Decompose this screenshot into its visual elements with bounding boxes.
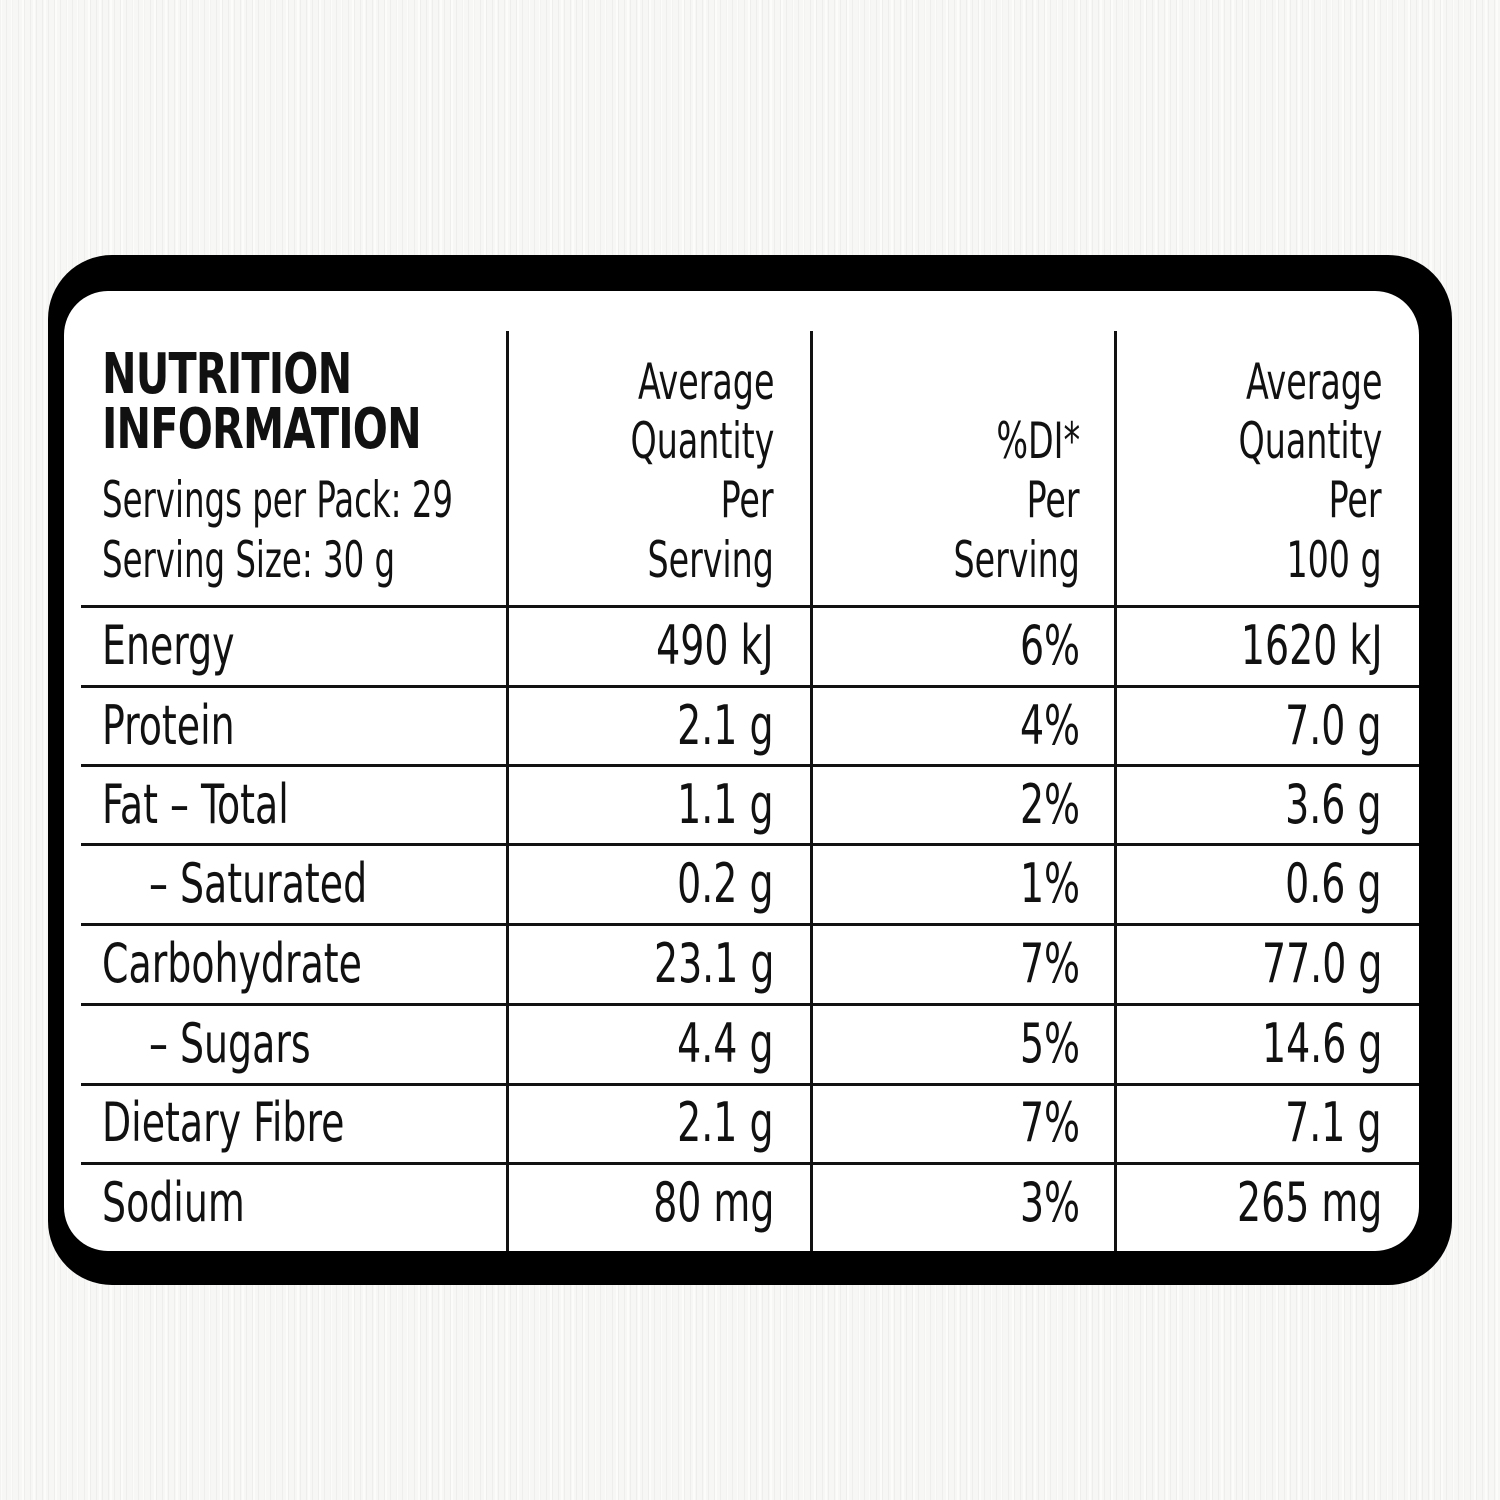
per-serving-value: 80 mg — [652, 1171, 774, 1234]
col-header-per-serving-line4: Serving — [647, 531, 774, 589]
per-100g-value: 0.6 g — [1285, 852, 1382, 915]
row-divider — [81, 764, 1419, 767]
col-header-di-line1: %DI* — [996, 412, 1080, 470]
per-100g-value: 265 mg — [1236, 1171, 1382, 1234]
di-value: 6% — [1019, 614, 1080, 677]
row-divider — [81, 685, 1419, 688]
row-divider — [81, 923, 1419, 926]
header-divider — [81, 605, 1419, 608]
row-divider — [81, 1083, 1419, 1086]
nutrition-panel: NUTRITION INFORMATION Servings per Pack:… — [48, 255, 1452, 1285]
col-header-per-100g-line1: Average — [1245, 353, 1382, 411]
per-serving-value: 2.1 g — [677, 694, 774, 757]
di-value: 1% — [1019, 852, 1080, 915]
row-divider — [81, 1162, 1419, 1165]
servings-per-pack: Servings per Pack: 29 — [102, 471, 454, 529]
per-100g-value: 1620 kJ — [1240, 614, 1382, 677]
per-serving-value: 2.1 g — [677, 1091, 774, 1154]
nutrient-name: Dietary Fibre — [102, 1091, 345, 1154]
col-header-di-line2: Per — [1027, 471, 1080, 529]
per-100g-value: 77.0 g — [1261, 932, 1382, 995]
column-divider — [1114, 331, 1117, 1251]
nutrient-name: Carbohydrate — [102, 932, 362, 995]
col-header-per-100g-line4: 100 g — [1286, 531, 1382, 589]
nutrient-name: – Saturated — [149, 852, 368, 915]
di-value: 4% — [1019, 694, 1080, 757]
col-header-per-100g-line3: Per — [1329, 471, 1382, 529]
row-divider — [81, 1003, 1419, 1006]
di-value: 7% — [1019, 1091, 1080, 1154]
col-header-per-serving-line1: Average — [637, 353, 774, 411]
di-value: 5% — [1019, 1012, 1080, 1075]
col-header-per-serving-line2: Quantity — [630, 412, 774, 470]
nutrient-name: Energy — [102, 614, 235, 677]
per-serving-value: 490 kJ — [656, 614, 774, 677]
per-100g-value: 7.1 g — [1285, 1091, 1382, 1154]
di-value: 7% — [1019, 932, 1080, 995]
di-value: 2% — [1019, 773, 1080, 836]
nutrient-name: Sodium — [102, 1171, 245, 1234]
table-title-line2: INFORMATION — [102, 397, 422, 462]
per-100g-value: 3.6 g — [1285, 773, 1382, 836]
per-100g-value: 14.6 g — [1261, 1012, 1382, 1075]
nutrition-table: NUTRITION INFORMATION Servings per Pack:… — [64, 291, 1419, 1251]
per-serving-value: 0.2 g — [677, 852, 774, 915]
nutrient-name: Protein — [102, 694, 235, 757]
per-serving-value: 23.1 g — [653, 932, 774, 995]
row-divider — [81, 843, 1419, 846]
col-header-per-serving-line3: Per — [721, 471, 774, 529]
column-divider — [506, 331, 509, 1251]
per-serving-value: 4.4 g — [677, 1012, 774, 1075]
per-serving-value: 1.1 g — [677, 773, 774, 836]
serving-size: Serving Size: 30 g — [102, 531, 396, 589]
column-divider — [810, 331, 813, 1251]
col-header-per-100g-line2: Quantity — [1238, 412, 1382, 470]
col-header-di-line3: Serving — [953, 531, 1080, 589]
di-value: 3% — [1019, 1171, 1080, 1234]
table-title-line1: NUTRITION — [102, 342, 352, 407]
nutrient-name: Fat – Total — [102, 773, 289, 836]
per-100g-value: 7.0 g — [1285, 694, 1382, 757]
nutrient-name: – Sugars — [149, 1012, 311, 1075]
